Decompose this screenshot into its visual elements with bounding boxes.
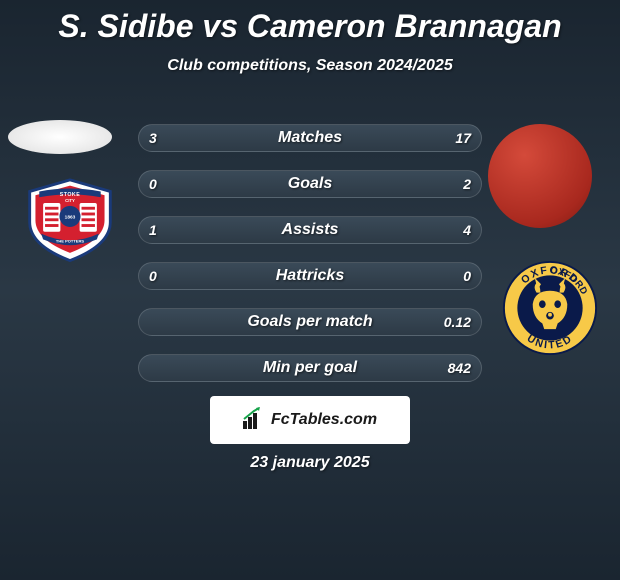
- stoke-city-badge-icon: 1863 STOKE THE POTTERS CITY: [22, 178, 118, 262]
- player-avatar-right: [488, 124, 592, 228]
- stat-left-value: 0: [149, 268, 157, 284]
- stat-label: Matches: [139, 129, 481, 147]
- stat-right-value: 2: [463, 176, 471, 192]
- oxford-united-badge-icon: OXFORD OXFORD UNITED: [502, 260, 598, 356]
- club-badge-left: 1863 STOKE THE POTTERS CITY: [22, 178, 118, 262]
- svg-text:CITY: CITY: [65, 198, 75, 203]
- stat-label: Goals: [139, 175, 481, 193]
- attribution-badge: FcTables.com: [210, 396, 410, 444]
- fctables-logo-icon: [243, 407, 265, 434]
- player-avatar-left: [8, 120, 112, 154]
- page-title: S. Sidibe vs Cameron Brannagan: [0, 0, 620, 45]
- stat-left-value: 1: [149, 222, 157, 238]
- svg-text:1863: 1863: [65, 214, 76, 220]
- stat-row-matches: 3 Matches 17: [138, 124, 482, 152]
- stat-right-value: 4: [463, 222, 471, 238]
- stat-right-value: 17: [455, 130, 471, 146]
- stat-label: Min per goal: [139, 359, 481, 377]
- stat-right-value: 842: [448, 360, 471, 376]
- page-subtitle: Club competitions, Season 2024/2025: [0, 57, 620, 75]
- club-badge-right: OXFORD OXFORD UNITED: [502, 260, 598, 356]
- stat-row-goals-per-match: Goals per match 0.12: [138, 308, 482, 336]
- stat-right-value: 0.12: [444, 314, 471, 330]
- stat-left-value: 0: [149, 176, 157, 192]
- stat-row-assists: 1 Assists 4: [138, 216, 482, 244]
- stat-right-value: 0: [463, 268, 471, 284]
- attribution-text: FcTables.com: [271, 411, 377, 429]
- svg-text:THE POTTERS: THE POTTERS: [56, 238, 84, 243]
- stat-label: Goals per match: [139, 313, 481, 331]
- stat-label: Hattricks: [139, 267, 481, 285]
- stat-label: Assists: [139, 221, 481, 239]
- stat-row-goals: 0 Goals 2: [138, 170, 482, 198]
- stat-row-min-per-goal: Min per goal 842: [138, 354, 482, 382]
- date-label: 23 january 2025: [0, 454, 620, 472]
- stat-row-hattricks: 0 Hattricks 0: [138, 262, 482, 290]
- stats-container: 3 Matches 17 0 Goals 2 1 Assists 4 0 Hat…: [138, 124, 482, 400]
- stat-left-value: 3: [149, 130, 157, 146]
